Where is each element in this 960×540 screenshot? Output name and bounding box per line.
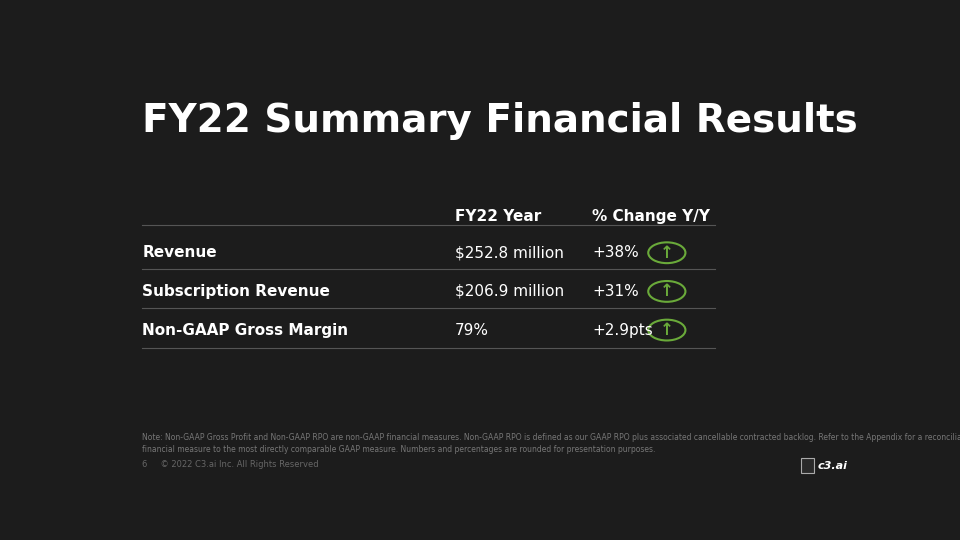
Text: +2.9pts: +2.9pts [592, 322, 653, 338]
Text: Non-GAAP Gross Margin: Non-GAAP Gross Margin [142, 322, 348, 338]
Text: ↑: ↑ [660, 321, 674, 339]
Text: +38%: +38% [592, 245, 639, 260]
Text: 79%: 79% [455, 322, 489, 338]
Text: FY22 Summary Financial Results: FY22 Summary Financial Results [142, 102, 858, 140]
Text: Note: Non-GAAP Gross Profit and Non-GAAP RPO are non-GAAP financial measures. No: Note: Non-GAAP Gross Profit and Non-GAAP… [142, 433, 960, 454]
Text: c3.ai: c3.ai [818, 461, 848, 471]
Text: ↑: ↑ [660, 244, 674, 262]
Text: Subscription Revenue: Subscription Revenue [142, 284, 330, 299]
Text: ↑: ↑ [660, 282, 674, 300]
Text: 6     © 2022 C3.ai Inc. All Rights Reserved: 6 © 2022 C3.ai Inc. All Rights Reserved [142, 460, 319, 469]
Text: +31%: +31% [592, 284, 639, 299]
Text: $206.9 million: $206.9 million [455, 284, 564, 299]
Text: Revenue: Revenue [142, 245, 217, 260]
Text: FY22 Year: FY22 Year [455, 209, 541, 224]
Text: % Change Y/Y: % Change Y/Y [592, 209, 710, 224]
FancyBboxPatch shape [801, 458, 814, 473]
Text: $252.8 million: $252.8 million [455, 245, 564, 260]
